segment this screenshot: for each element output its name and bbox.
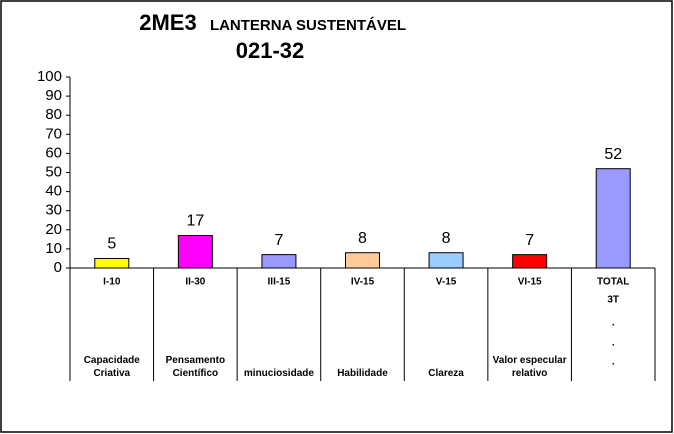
bar bbox=[428, 252, 464, 269]
y-tick-label: 50 bbox=[45, 163, 62, 180]
y-tick-label: 30 bbox=[45, 202, 62, 219]
bar bbox=[261, 254, 297, 269]
data-label: 17 bbox=[186, 213, 204, 230]
bar bbox=[94, 257, 130, 269]
total-note: . bbox=[612, 357, 615, 368]
total-note: . bbox=[612, 318, 615, 329]
data-label: 7 bbox=[525, 232, 534, 249]
y-tick-label: 100 bbox=[37, 68, 62, 85]
data-label: 8 bbox=[358, 230, 367, 247]
y-tick-label: 90 bbox=[45, 87, 62, 104]
y-tick-label: 70 bbox=[45, 125, 62, 142]
bar bbox=[177, 235, 213, 269]
total-note: 3T bbox=[607, 295, 619, 306]
category-description: Capacidade Criativa bbox=[83, 355, 140, 379]
category-description: Valor especular relativo bbox=[492, 355, 567, 379]
x-tick-label: III-15 bbox=[268, 277, 291, 288]
y-tick-label: 40 bbox=[45, 183, 62, 200]
category-description: Pensamento Científico bbox=[165, 355, 226, 379]
category-description: minuciosidade bbox=[243, 368, 314, 379]
data-label: 52 bbox=[604, 146, 622, 163]
bar bbox=[512, 254, 548, 269]
data-label: 7 bbox=[274, 232, 283, 249]
data-label: 5 bbox=[107, 236, 116, 253]
chart-code: 021-32 bbox=[236, 38, 305, 63]
y-tick-label: 60 bbox=[45, 144, 62, 161]
x-tick-label: V-15 bbox=[436, 277, 457, 288]
chart-title: 2ME3 bbox=[139, 10, 196, 35]
category-description: Habilidade bbox=[337, 368, 388, 379]
bar bbox=[595, 168, 631, 269]
x-tick-label: IV-15 bbox=[351, 277, 375, 288]
x-tick-label: I-10 bbox=[103, 277, 121, 288]
y-tick-label: 20 bbox=[45, 221, 62, 238]
chart-subtitle: LANTERNA SUSTENTÁVEL bbox=[210, 17, 406, 34]
y-tick-label: 80 bbox=[45, 106, 62, 123]
y-tick-label: 0 bbox=[54, 259, 62, 276]
x-tick-label: TOTAL bbox=[597, 277, 629, 288]
x-tick-label: VI-15 bbox=[518, 277, 542, 288]
total-note: . bbox=[612, 338, 615, 349]
x-tick-label: II-30 bbox=[185, 277, 205, 288]
category-description: Clareza bbox=[428, 368, 464, 379]
data-label: 8 bbox=[442, 230, 451, 247]
y-tick-label: 10 bbox=[45, 240, 62, 257]
bar bbox=[345, 252, 380, 269]
